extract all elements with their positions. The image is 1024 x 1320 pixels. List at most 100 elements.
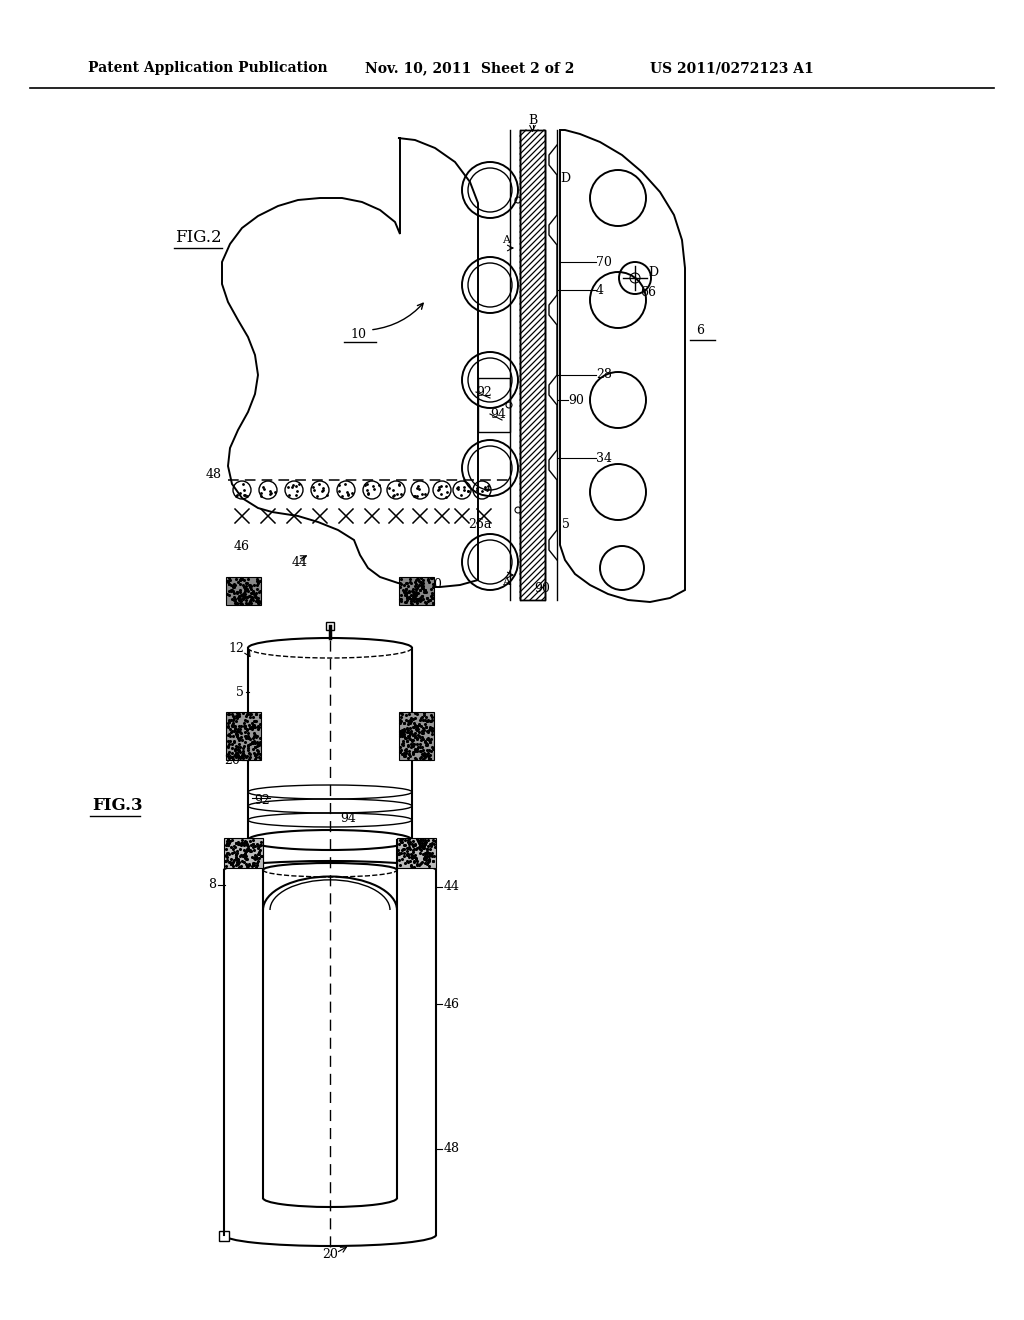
Point <box>419 587 435 609</box>
Point <box>422 838 438 859</box>
Point <box>250 843 266 865</box>
Point <box>238 832 254 853</box>
Point <box>415 573 431 594</box>
Point <box>224 734 241 755</box>
Point <box>399 726 416 747</box>
Point <box>438 486 455 507</box>
Point <box>227 723 244 744</box>
Point <box>417 579 433 601</box>
Point <box>251 706 267 727</box>
Point <box>224 742 241 763</box>
Point <box>226 744 243 766</box>
Point <box>424 723 440 744</box>
Point <box>238 578 254 599</box>
Point <box>454 484 470 506</box>
Point <box>224 576 241 597</box>
Point <box>242 717 258 738</box>
Point <box>231 589 248 610</box>
Point <box>234 747 251 768</box>
Point <box>398 850 415 871</box>
Text: 94: 94 <box>490 408 506 421</box>
Point <box>289 480 305 502</box>
Point <box>402 717 419 738</box>
Point <box>253 482 269 503</box>
Point <box>251 715 267 737</box>
Point <box>393 706 410 727</box>
Point <box>413 568 429 589</box>
Point <box>238 706 254 727</box>
Point <box>391 849 408 870</box>
Point <box>245 739 261 760</box>
Point <box>416 702 432 723</box>
Point <box>396 739 413 760</box>
Point <box>399 829 416 850</box>
Point <box>394 579 411 601</box>
Point <box>250 837 266 858</box>
Point <box>243 834 259 855</box>
Point <box>399 747 416 768</box>
Point <box>233 715 250 737</box>
Point <box>232 845 249 866</box>
Point <box>424 833 440 854</box>
Point <box>234 583 251 605</box>
Bar <box>226 711 261 760</box>
Point <box>250 733 266 754</box>
Point <box>340 483 356 504</box>
Point <box>400 734 417 755</box>
Point <box>229 705 246 726</box>
Point <box>404 589 421 610</box>
Point <box>218 850 234 871</box>
Point <box>223 710 240 731</box>
Point <box>236 582 252 603</box>
Point <box>392 590 409 611</box>
Point <box>401 568 418 589</box>
Point <box>246 714 262 735</box>
Point <box>251 591 267 612</box>
Point <box>228 581 245 602</box>
Point <box>230 572 247 593</box>
Point <box>409 748 425 770</box>
Point <box>419 587 435 609</box>
Point <box>246 730 262 751</box>
Point <box>281 484 297 506</box>
Point <box>414 743 430 764</box>
Point <box>232 722 249 743</box>
Point <box>239 704 255 725</box>
Point <box>242 743 258 764</box>
Point <box>228 721 245 742</box>
Point <box>244 855 260 876</box>
Point <box>246 722 262 743</box>
Point <box>406 723 422 744</box>
Point <box>231 734 248 755</box>
Point <box>284 477 300 498</box>
Point <box>409 854 425 875</box>
Point <box>418 706 434 727</box>
Point <box>409 715 425 737</box>
Point <box>229 706 246 727</box>
Point <box>230 737 247 758</box>
Point <box>414 722 430 743</box>
Point <box>223 738 240 759</box>
Point <box>400 587 417 609</box>
Point <box>414 837 430 858</box>
Point <box>220 717 237 738</box>
Text: FIG.3: FIG.3 <box>92 797 142 814</box>
Point <box>223 589 240 610</box>
Point <box>407 747 423 768</box>
Point <box>404 836 421 857</box>
Point <box>399 710 416 731</box>
Point <box>411 589 427 610</box>
Point <box>392 577 409 598</box>
Point <box>305 477 322 498</box>
Point <box>219 715 236 737</box>
Point <box>413 741 429 762</box>
Point <box>238 841 254 862</box>
Point <box>236 840 252 861</box>
Point <box>416 587 432 609</box>
Point <box>226 577 243 598</box>
Point <box>220 834 237 855</box>
Text: A: A <box>502 235 510 246</box>
Point <box>238 747 254 768</box>
Point <box>400 846 417 867</box>
Point <box>409 719 425 741</box>
